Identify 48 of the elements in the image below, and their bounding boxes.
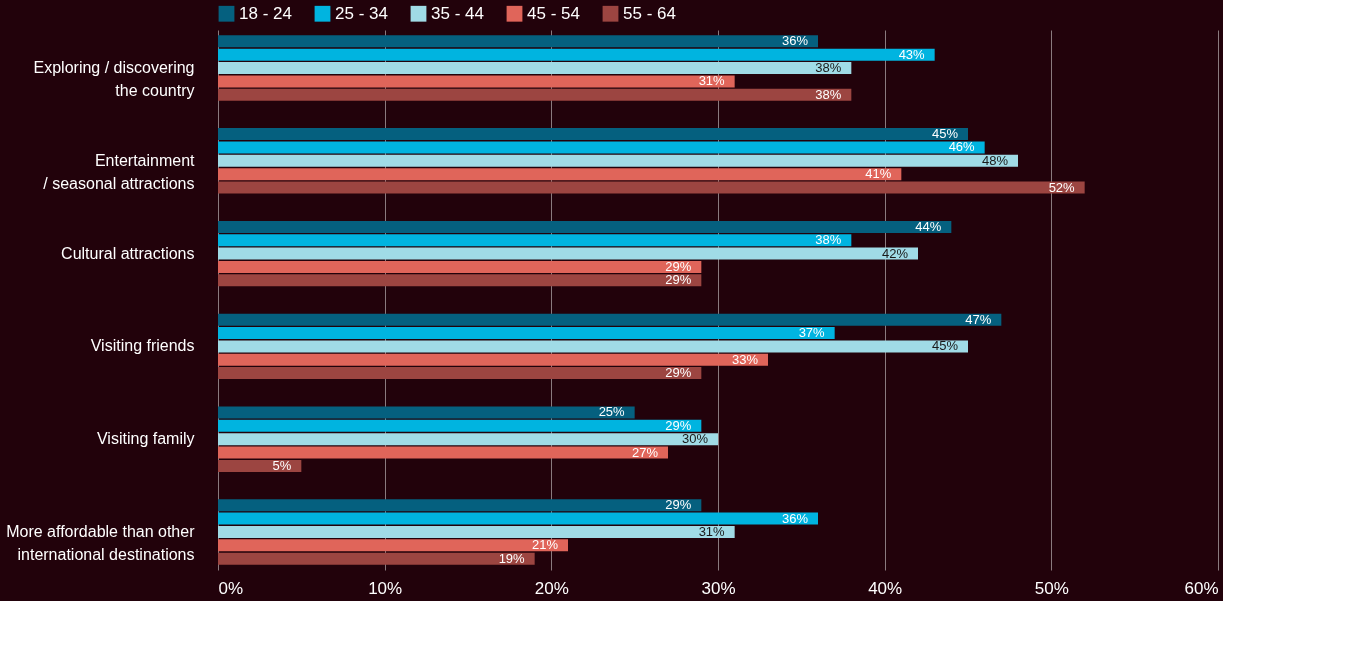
data-label: 38% — [815, 60, 842, 76]
legend-label: 18 - 24 — [239, 3, 292, 23]
data-label: 48% — [981, 152, 1009, 168]
data-label: 46% — [948, 139, 976, 155]
y-tick-label: Cultural attractions — [61, 244, 195, 262]
data-label: 43% — [898, 46, 926, 62]
data-label: 33% — [731, 351, 759, 367]
y-tick-label: Exploring / discovering the country — [33, 59, 195, 100]
data-label: 52% — [1048, 179, 1076, 195]
data-label: 37% — [798, 325, 826, 341]
data-label: 29% — [665, 497, 692, 513]
data-label: 19% — [498, 550, 526, 566]
data-label: 31% — [698, 523, 726, 539]
legend-label: 35 - 44 — [431, 3, 484, 23]
data-label: 38% — [815, 232, 842, 248]
data-label: 29% — [665, 272, 692, 288]
data-label: 29% — [665, 365, 692, 381]
data-label: 36% — [781, 33, 809, 49]
data-label: 5% — [272, 457, 292, 473]
data-label: 45% — [931, 126, 959, 142]
x-tick-label: 60% — [1184, 578, 1219, 598]
data-label: 44% — [915, 218, 942, 234]
data-label: 29% — [665, 258, 692, 274]
data-label: 30% — [681, 431, 709, 447]
x-tick-label: 20% — [534, 578, 569, 598]
y-tick-label: More affordable than other international destinations — [6, 522, 196, 563]
data-label: 47% — [965, 311, 992, 327]
x-tick-label: 0% — [218, 578, 244, 598]
data-label: 25% — [598, 404, 626, 420]
legend-label: 45 - 54 — [527, 3, 580, 23]
x-tick-label: 40% — [868, 578, 903, 598]
x-tick-label: 10% — [368, 578, 403, 598]
data-label: 41% — [865, 166, 892, 182]
data-label: 42% — [881, 245, 909, 261]
y-tick-label: Visiting friends — [90, 337, 195, 355]
data-label: 36% — [781, 510, 809, 526]
data-label: 29% — [665, 417, 692, 433]
data-label: 31% — [698, 73, 726, 89]
y-tick-label: Visiting family — [96, 430, 195, 448]
data-label: 45% — [931, 338, 959, 354]
legend-label: 55 - 64 — [623, 3, 676, 23]
x-tick-label: 30% — [701, 578, 736, 598]
data-label: 21% — [531, 537, 559, 553]
y-tick-label: Entertainment / seasonal attractions — [43, 151, 196, 192]
legend-label: 25 - 34 — [335, 3, 388, 23]
data-label: 38% — [815, 86, 842, 102]
data-label: 27% — [631, 444, 659, 460]
x-tick-label: 50% — [1034, 578, 1069, 598]
